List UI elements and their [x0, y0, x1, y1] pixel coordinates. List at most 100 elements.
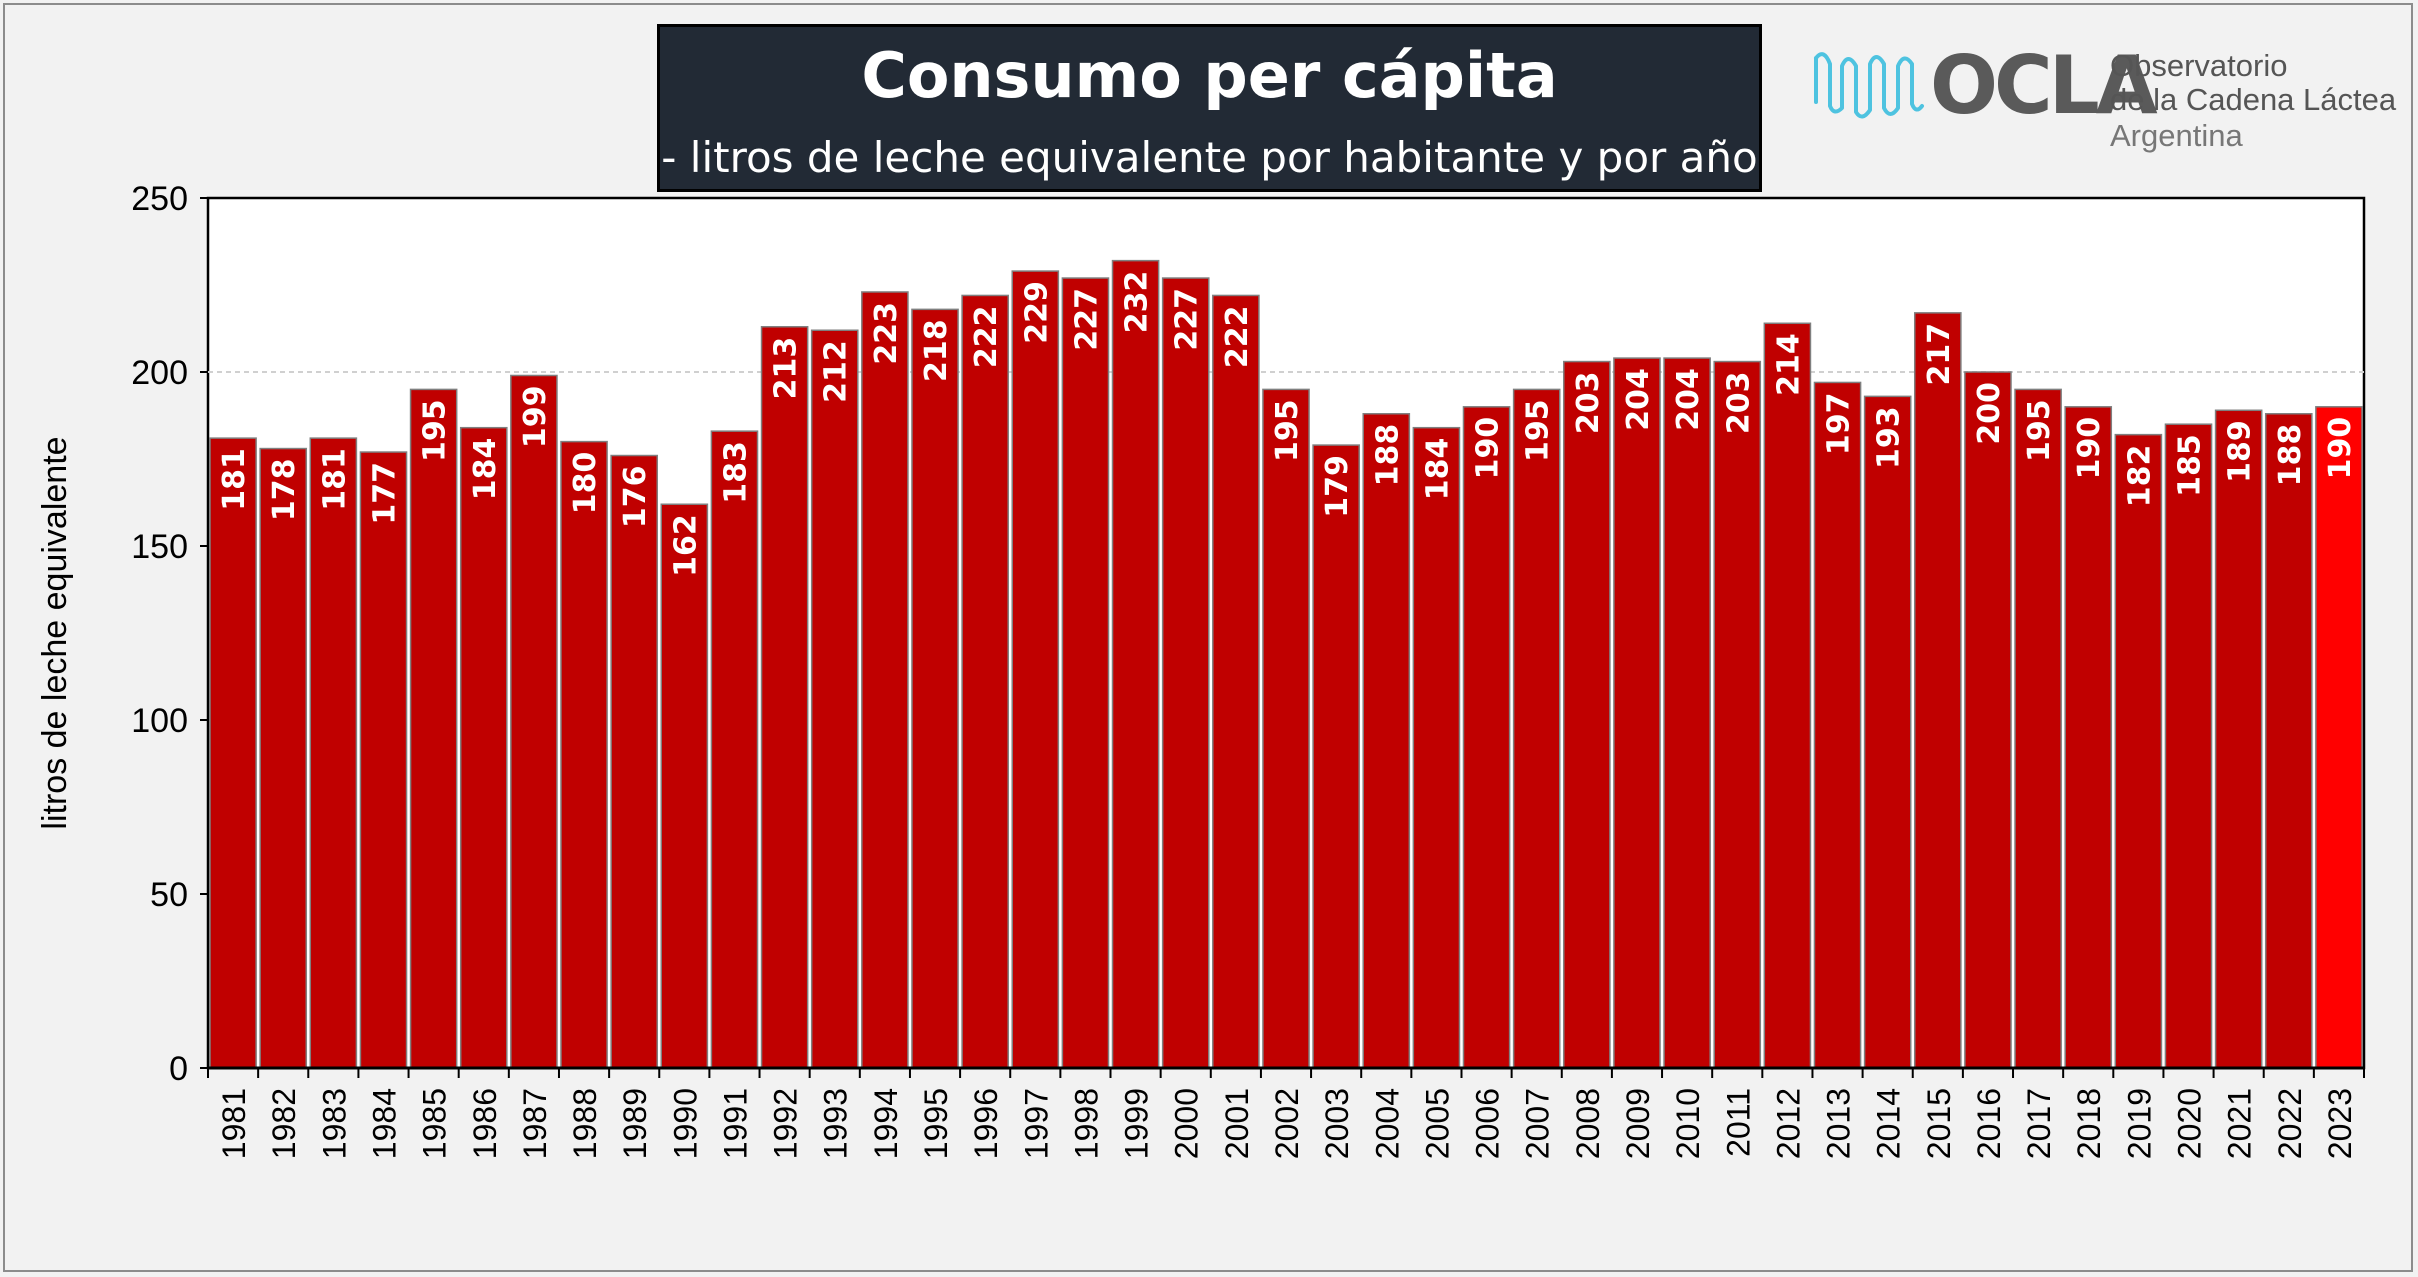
bar-value-label: 195	[1521, 399, 1556, 462]
bar	[961, 294, 1009, 1069]
x-tick-label: 2020	[2172, 1088, 2208, 1159]
y-tick-label: 100	[131, 702, 188, 740]
x-tick-label: 2007	[1520, 1088, 1556, 1159]
logo-line-2: de la Cadena Láctea	[2110, 82, 2397, 117]
bar-value-label: 217	[1922, 323, 1957, 386]
bar	[610, 454, 659, 1069]
x-tick-label: 1987	[517, 1088, 553, 1159]
x-tick-label: 2017	[2021, 1088, 2057, 1159]
x-tick-label: 1995	[918, 1088, 954, 1159]
y-tick-label: 250	[131, 180, 188, 218]
bar-value-label: 188	[1370, 424, 1405, 487]
bar-value-label: 190	[1471, 417, 1506, 480]
bar-value-label: 222	[1220, 305, 1255, 368]
bar-value-label: 204	[1621, 368, 1656, 431]
bar-value-label: 204	[1671, 368, 1706, 431]
bar	[911, 308, 959, 1069]
x-tick-label: 2005	[1419, 1088, 1455, 1159]
y-tick-label: 200	[131, 354, 188, 392]
x-tick-label: 2021	[2222, 1088, 2258, 1159]
bar	[2114, 433, 2163, 1069]
bar-value-label: 227	[1069, 288, 1104, 351]
bar	[810, 329, 859, 1069]
bar-value-label: 189	[2223, 420, 2258, 483]
bar	[510, 374, 558, 1069]
bar	[1512, 388, 1561, 1069]
bar	[1161, 277, 1210, 1069]
x-tick-label: 2002	[1269, 1088, 1305, 1159]
x-tick-label: 2016	[1971, 1088, 2007, 1159]
x-tick-label: 1981	[216, 1088, 252, 1159]
x-tick-label: 2011	[1720, 1088, 1756, 1157]
x-tick-label: 1982	[266, 1088, 302, 1159]
x-tick-label: 1985	[417, 1088, 453, 1159]
bar	[309, 437, 358, 1069]
x-tick-label: 1989	[617, 1088, 653, 1159]
bar	[1412, 426, 1461, 1069]
bar	[1462, 406, 1511, 1069]
bar	[1011, 270, 1060, 1069]
bar	[1713, 360, 1762, 1069]
x-tick-label: 1993	[818, 1088, 854, 1159]
bar	[861, 291, 909, 1069]
bar-value-label: 193	[1872, 406, 1907, 469]
x-tick-label: 2000	[1169, 1088, 1205, 1159]
bar	[760, 326, 809, 1069]
bar-value-label: 203	[1721, 372, 1756, 435]
bar-value-label: 188	[2273, 424, 2308, 487]
bar	[710, 430, 759, 1069]
x-tick-label: 2006	[1470, 1088, 1506, 1159]
chart-subtitle: - litros de leche equivalente por habita…	[661, 133, 1758, 224]
x-tick-label: 1991	[717, 1088, 753, 1159]
bar-value-label: 218	[919, 319, 954, 382]
bar-value-label: 200	[1972, 382, 2007, 445]
bar	[209, 437, 257, 1069]
bar	[1663, 357, 1711, 1069]
bar-value-label: 229	[1019, 281, 1054, 344]
bar	[409, 388, 458, 1069]
x-tick-label: 1986	[467, 1088, 503, 1159]
bar-value-label: 214	[1771, 333, 1806, 396]
y-tick-label: 150	[131, 528, 188, 566]
bar	[2315, 406, 2363, 1069]
x-tick-label: 2018	[2071, 1088, 2107, 1159]
x-tick-label: 1998	[1068, 1088, 1104, 1159]
bar	[1262, 388, 1310, 1069]
bar-value-label: 212	[819, 340, 854, 403]
bar	[1362, 413, 1411, 1069]
x-tick-label: 2015	[1921, 1088, 1957, 1159]
bar	[1763, 322, 1812, 1069]
ocla-logo: OCLA Observatorio de la Cadena Láctea Ar…	[1812, 44, 2396, 154]
bar-value-label: 183	[718, 441, 753, 504]
bar-value-label: 227	[1170, 288, 1205, 351]
x-tick-label: 1996	[968, 1088, 1004, 1159]
x-tick-label: 2019	[2121, 1088, 2157, 1159]
bar	[660, 503, 709, 1069]
x-tick-label: 2004	[1369, 1088, 1405, 1159]
bar	[1613, 357, 1661, 1069]
x-tick-label: 1999	[1119, 1088, 1155, 1159]
bar-value-label: 180	[568, 452, 603, 515]
bar	[560, 440, 608, 1069]
bar-value-label: 177	[367, 462, 402, 525]
bar-value-label: 182	[2122, 445, 2157, 508]
x-tick-label: 2001	[1219, 1088, 1255, 1159]
bar-value-label: 190	[2072, 417, 2107, 480]
x-tick-label: 1994	[868, 1088, 904, 1159]
bar	[1964, 371, 2012, 1069]
bar	[2264, 413, 2313, 1069]
bar	[1212, 294, 1260, 1069]
bar-value-label: 181	[317, 448, 352, 511]
bar-value-label: 195	[2022, 399, 2057, 462]
y-tick-label: 0	[169, 1050, 188, 1088]
bar	[1563, 360, 1611, 1069]
bar-value-label: 162	[668, 514, 703, 577]
bar-value-label: 195	[418, 399, 453, 462]
bar-value-label: 222	[969, 305, 1004, 368]
bar-value-label: 178	[267, 459, 302, 522]
bar-value-label: 232	[1120, 271, 1155, 334]
bar	[259, 447, 308, 1069]
x-tick-label: 1983	[316, 1088, 352, 1159]
bar-value-label: 223	[869, 302, 904, 365]
